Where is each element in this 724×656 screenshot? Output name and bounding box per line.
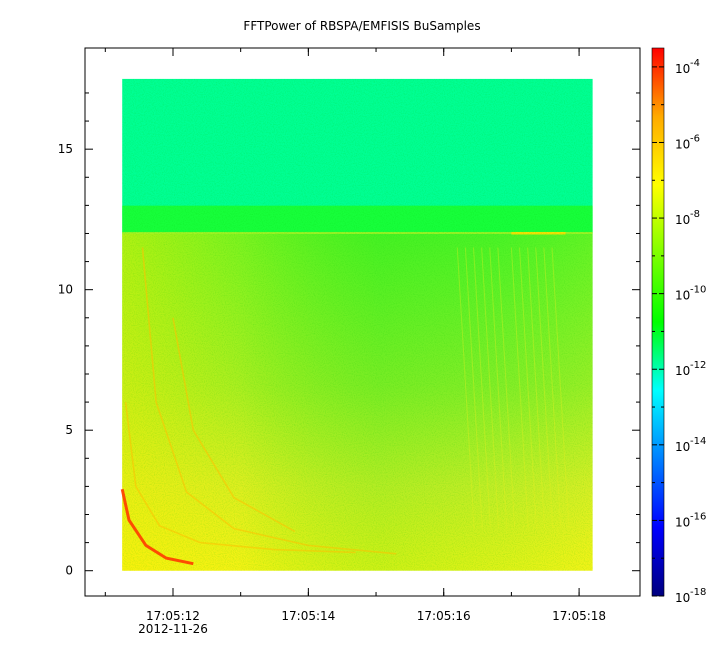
colorbar-tick-exponent: -6 (690, 133, 700, 144)
signal-streak (473, 247, 491, 529)
plot-area (120, 78, 593, 571)
colorbar (651, 47, 665, 597)
colorbar-tick-label: 10 (675, 515, 690, 529)
colorbar-tick-label: 10 (675, 364, 690, 378)
colorbar-tick-label: 10 (675, 440, 690, 454)
colorbar-tick-exponent: -10 (690, 285, 706, 296)
colorbar-tick-exponent: -16 (690, 511, 706, 522)
signal-streak (464, 247, 483, 529)
colorbar-tick-label: 10 (675, 137, 690, 151)
signal-streak (489, 247, 508, 529)
colorbar-tick-exponent: -8 (690, 209, 700, 220)
whistler-trace (124, 402, 356, 554)
colorbar-tick-exponent: -4 (690, 58, 700, 69)
colorbar-tick-exponent: -12 (690, 360, 706, 371)
whistler-trace (172, 317, 296, 533)
whistler-trace (141, 247, 397, 555)
colorbar-tick-label: 10 (675, 289, 690, 303)
x-tick-label: 17:05:12 (146, 609, 200, 623)
signal-streak (497, 247, 516, 529)
y-axis: 0 5 10 15 (58, 92, 640, 578)
y-tick-label: 10 (58, 283, 73, 297)
x-tick-label: 17:05:18 (552, 609, 606, 623)
colorbar-tick-exponent: -18 (690, 587, 706, 598)
x-axis: 17:05:12 17:05:14 17:05:16 17:05:18 2012-11-… (104, 48, 606, 636)
colorbar-tick-label: 10 (675, 62, 690, 76)
signal-streak (510, 247, 529, 529)
x-tick-label: 17:05:16 (417, 609, 471, 623)
y-tick-label: 15 (58, 142, 73, 156)
y-tick-label: 5 (65, 423, 73, 437)
x-tick-label: 17:05:14 (281, 609, 335, 623)
colorbar-tick-label: 10 (675, 591, 690, 605)
chart-title: FFTPower of RBSPA/EMFISIS BuSamples (243, 19, 480, 33)
signal-streak (535, 247, 554, 529)
signal-streak (456, 247, 475, 529)
signal-streak (551, 247, 570, 529)
x-date-label: 2012-11-26 (138, 622, 208, 636)
spectrogram-noise (122, 78, 593, 571)
colorbar-tick-label: 10 (675, 213, 690, 227)
colorbar-tick-exponent: -14 (690, 436, 706, 447)
signal-streak (543, 247, 562, 529)
signal-streak (527, 247, 546, 529)
whistler-trace (120, 488, 194, 566)
y-tick-label: 0 (65, 564, 73, 578)
signal-streak (519, 247, 537, 529)
signal-streak (481, 247, 500, 529)
